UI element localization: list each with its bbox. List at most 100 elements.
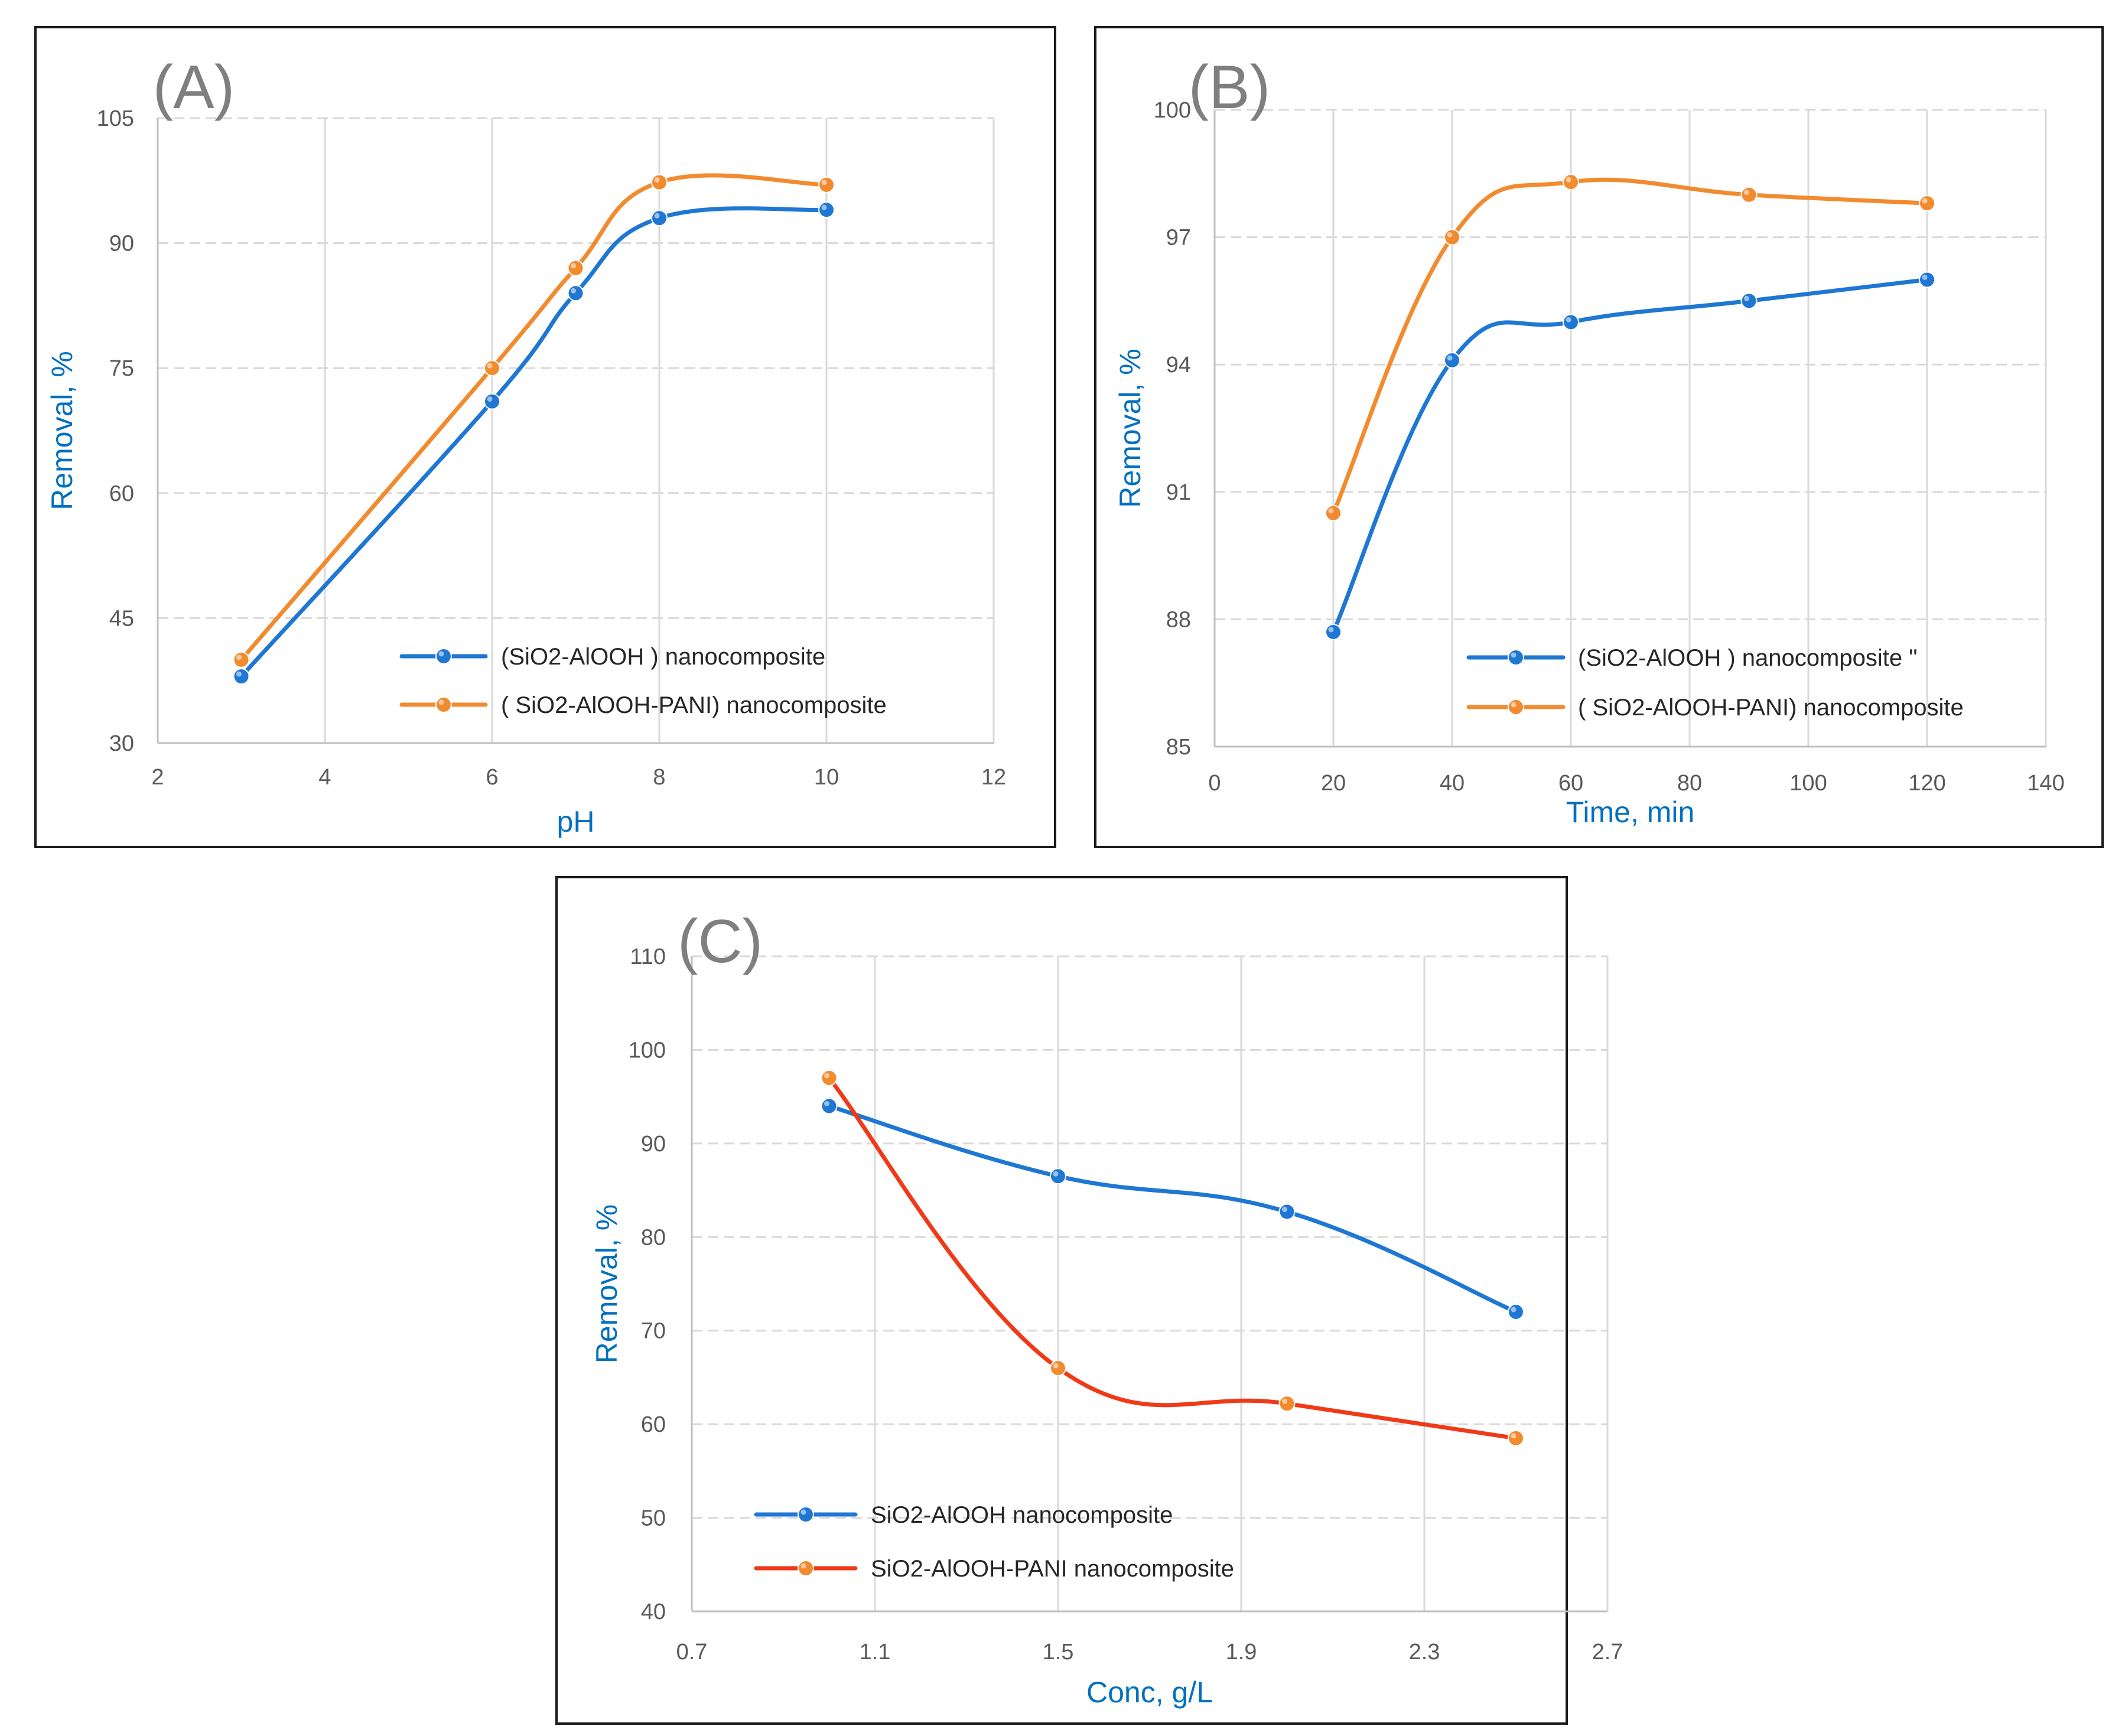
chart-a-series-2-point-shine [571, 263, 576, 269]
chart-b-series-1-point [1740, 292, 1758, 310]
chart-c-series-2-point-shine [1053, 1363, 1059, 1369]
chart-b-legend-label: (SiO2-AlOOH ) nanocomposite " [1578, 645, 1917, 671]
chart-a-series-1-point-shine [821, 204, 827, 210]
chart-b-series-1-point [1325, 623, 1342, 640]
chart-a-series-2-point-shine [236, 654, 242, 660]
chart-b-series-2-point-shine [1447, 232, 1453, 238]
chart-c-series-2-line [827, 1076, 1518, 1441]
chart-c-legend-swatch-marker [798, 1560, 814, 1577]
chart-c-series-1-line [827, 1104, 1518, 1314]
chart-c-legend-swatch-marker-dot [798, 1560, 814, 1577]
chart-c-x-tick-label: 1.9 [1226, 1640, 1257, 1665]
chart-c-series-2-point [821, 1069, 838, 1086]
chart-b-legend-swatch-marker-dot [1508, 649, 1524, 666]
chart-b-series-2-point [1325, 504, 1342, 522]
chart-c-y-tick-label: 60 [641, 1412, 666, 1437]
chart-b-x-tick-label: 100 [1789, 771, 1827, 796]
chart-a-x-tick-label: 2 [151, 765, 164, 790]
chart-a-series-1-point [567, 285, 584, 302]
chart-c-series-2-point-shine [1511, 1433, 1517, 1439]
chart-b-series-1-point [1919, 271, 1935, 288]
chart-c-series-2 [821, 1069, 1524, 1447]
chart-b-series-1-point-dot [1740, 292, 1758, 310]
chart-c-series-1-point [1508, 1304, 1524, 1321]
chart-a-series-1-point-shine [654, 213, 660, 219]
chart-b-x-tick-label: 140 [2027, 771, 2064, 796]
chart-c-x-tick-label: 1.1 [860, 1640, 891, 1665]
chart-a-y-axis-title: Removal, % [45, 351, 79, 510]
chart-b-series-1 [1325, 271, 1935, 640]
chart-c-series-2-point-shine [1282, 1398, 1287, 1404]
chart-b-gridlines [1215, 109, 2047, 747]
chart-c-series-1-point-dot [821, 1097, 838, 1115]
chart-a-legend: (SiO2-AlOOH ) nanocomposite ( SiO2-AlOOH-… [399, 644, 887, 718]
chart-b-legend-swatch-marker-shine [1511, 652, 1517, 658]
chart-b-series-1-point-dot [1444, 352, 1460, 369]
chart-a-y-tick-label: 30 [109, 731, 134, 756]
chart-b-series-1-point-shine [1922, 274, 1928, 280]
chart-a-legend-label: (SiO2-AlOOH ) nanocomposite [501, 644, 825, 670]
chart-a-series-2-point-dot [233, 651, 250, 668]
chart-a-series-2-point [484, 360, 500, 377]
chart-a-series-2-point [818, 176, 835, 193]
chart-b-series-1-line [1331, 278, 1929, 634]
chart-c-series-1-point-dot [1278, 1203, 1296, 1220]
chart-a-series-2-point-shine [487, 363, 493, 369]
chart-b-series-2-point-dot [1444, 229, 1460, 246]
chart-c-x-tick-label: 2.7 [1592, 1640, 1623, 1665]
chart-c-series-1-point [1050, 1168, 1066, 1185]
chart-c-y-tick-label: 90 [641, 1132, 666, 1157]
chart-c-series-2-point-shine [824, 1073, 829, 1079]
chart-b-series-2-point-shine [1922, 198, 1928, 204]
chart-b-series-2-point-shine [1744, 190, 1749, 196]
chart-a-legend-swatch-marker-dot [435, 696, 452, 713]
chart-c-svg: 0.7 1.1 1.5 1.9 2.3 2.7 40 50 60 70 80 90 100 110 (C) C… [590, 907, 1623, 1709]
chart-c-series-2-point-dot [1508, 1429, 1524, 1447]
chart-b-series-1-point [1563, 314, 1579, 331]
chart-b-legend-swatch-marker [1508, 649, 1524, 666]
chart-c-legend-swatch-marker-shine [800, 1509, 806, 1515]
chart-a-svg: 2 4 6 8 10 12 30 45 60 75 90 105 (A) pH Removal, % (SiO… [45, 53, 1006, 838]
chart-b-series-2-point-dot [1919, 195, 1935, 212]
chart-b-series-2-point [1563, 174, 1579, 191]
chart-a-legend-swatch-marker [435, 648, 452, 665]
chart-a-series-2-point [651, 174, 668, 191]
chart-panel-c: 0.7 1.1 1.5 1.9 2.3 2.7 40 50 60 70 80 90 100 110 (C) C… [555, 876, 1623, 1725]
chart-a-series-2-point-shine [821, 180, 827, 185]
chart-b-x-tick-label: 40 [1440, 771, 1465, 796]
chart-c-panel-label: (C) [678, 907, 763, 976]
chart-c-gridlines [692, 955, 1609, 1611]
chart-a-x-axis-title: pH [557, 805, 595, 838]
chart-a-legend-swatch-marker-shine [438, 699, 444, 705]
chart-b-series-2-point-dot [1563, 174, 1579, 191]
chart-c-series-2-point-dot [1050, 1360, 1066, 1377]
chart-c-series-2-point [1508, 1429, 1524, 1447]
chart-a-y-tick-label: 90 [109, 232, 134, 256]
chart-c-series-1-point-shine [1282, 1207, 1287, 1213]
chart-a-y-tick-label: 45 [109, 606, 134, 631]
chart-a-legend-label: ( SiO2-AlOOH-PANI) nanocomposite [501, 692, 887, 718]
chart-b-series-2-point-dot [1325, 504, 1342, 522]
chart-a-series-2 [233, 173, 835, 668]
chart-a-series-1-line [239, 206, 829, 679]
chart-a-panel-label: (A) [153, 53, 235, 122]
chart-c-series-2-point [1050, 1360, 1066, 1377]
chart-a-series-1-point [484, 393, 500, 410]
chart-a-x-tick-label: 6 [486, 765, 498, 790]
chart-a-series-1-point-shine [487, 396, 493, 402]
chart-c-legend-swatch-marker-shine [800, 1563, 806, 1569]
chart-b-y-tick-label: 94 [1166, 353, 1191, 377]
chart-a-series-2-point-dot [567, 259, 584, 276]
chart-b-series-1-point-dot [1919, 271, 1935, 288]
chart-c-series-1-point-dot [1050, 1168, 1066, 1185]
chart-b-series-1-point-shine [1447, 355, 1453, 361]
chart-b-x-tick-label: 80 [1677, 771, 1702, 796]
chart-a-y-tick-label: 105 [97, 106, 134, 131]
chart-a-series-1-point-dot [233, 668, 250, 685]
chart-b-series-1-point-dot [1563, 314, 1579, 331]
chart-c-series-2-point-dot [821, 1069, 838, 1086]
chart-a-legend-swatch-marker-dot [435, 648, 452, 665]
chart-c-legend-label: SiO2-AlOOH nanocomposite [871, 1502, 1173, 1528]
chart-c-series-1 [821, 1097, 1524, 1321]
chart-a-series-1-point-dot [651, 210, 668, 227]
